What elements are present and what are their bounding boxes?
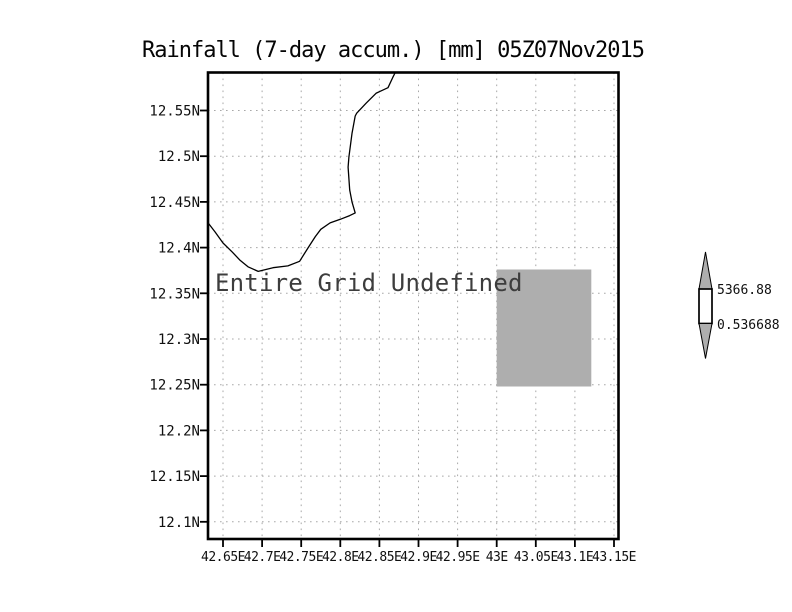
y-tick-label: 12.5N [158, 149, 200, 165]
x-tick-label: 43.05E [514, 550, 558, 565]
x-tick-label: 43E [486, 550, 508, 565]
y-tick-label: 12.2N [158, 423, 200, 439]
axis-ticks-layer [200, 109, 615, 547]
map-frame [206, 71, 620, 541]
x-tick-label: 43.15E [592, 550, 636, 565]
x-tick-label: 42.7E [244, 550, 281, 565]
x-tick-label: 42.9E [400, 550, 437, 565]
x-tick-label: 42.65E [201, 550, 245, 565]
x-tick-label: 42.75E [279, 550, 323, 565]
plot-title: Rainfall (7-day accum.) [mm] 05Z07Nov201… [142, 38, 644, 63]
x-tick-label: 43.1E [557, 550, 594, 565]
colorbar-down-arrow [698, 323, 713, 359]
y-tick-label: 12.25N [149, 378, 200, 394]
y-tick-label: 12.15N [149, 469, 200, 485]
y-tick-label: 12.4N [158, 241, 200, 257]
undefined-data-cell [496, 269, 592, 387]
y-tick-label: 12.3N [158, 332, 200, 348]
colorbar-range-box [698, 288, 713, 325]
y-tick-label: 12.45N [149, 195, 200, 211]
x-tick-label: 42.95E [436, 550, 480, 565]
colorbar-min-label: 0.536688 [717, 318, 780, 333]
colorbar-up-arrow [698, 251, 713, 290]
x-tick-label: 42.8E [322, 550, 359, 565]
y-tick-label: 12.55N [149, 104, 200, 120]
colorbar: 5366.88 0.536688 [698, 251, 780, 359]
colorbar-max-label: 5366.88 [717, 283, 772, 298]
coastline-path [207, 72, 396, 273]
y-tick-label: 12.1N [158, 515, 200, 531]
entire-grid-undefined-label: Entire Grid Undefined [215, 269, 523, 297]
x-tick-label: 42.85E [357, 550, 401, 565]
y-tick-label: 12.35N [149, 286, 200, 302]
